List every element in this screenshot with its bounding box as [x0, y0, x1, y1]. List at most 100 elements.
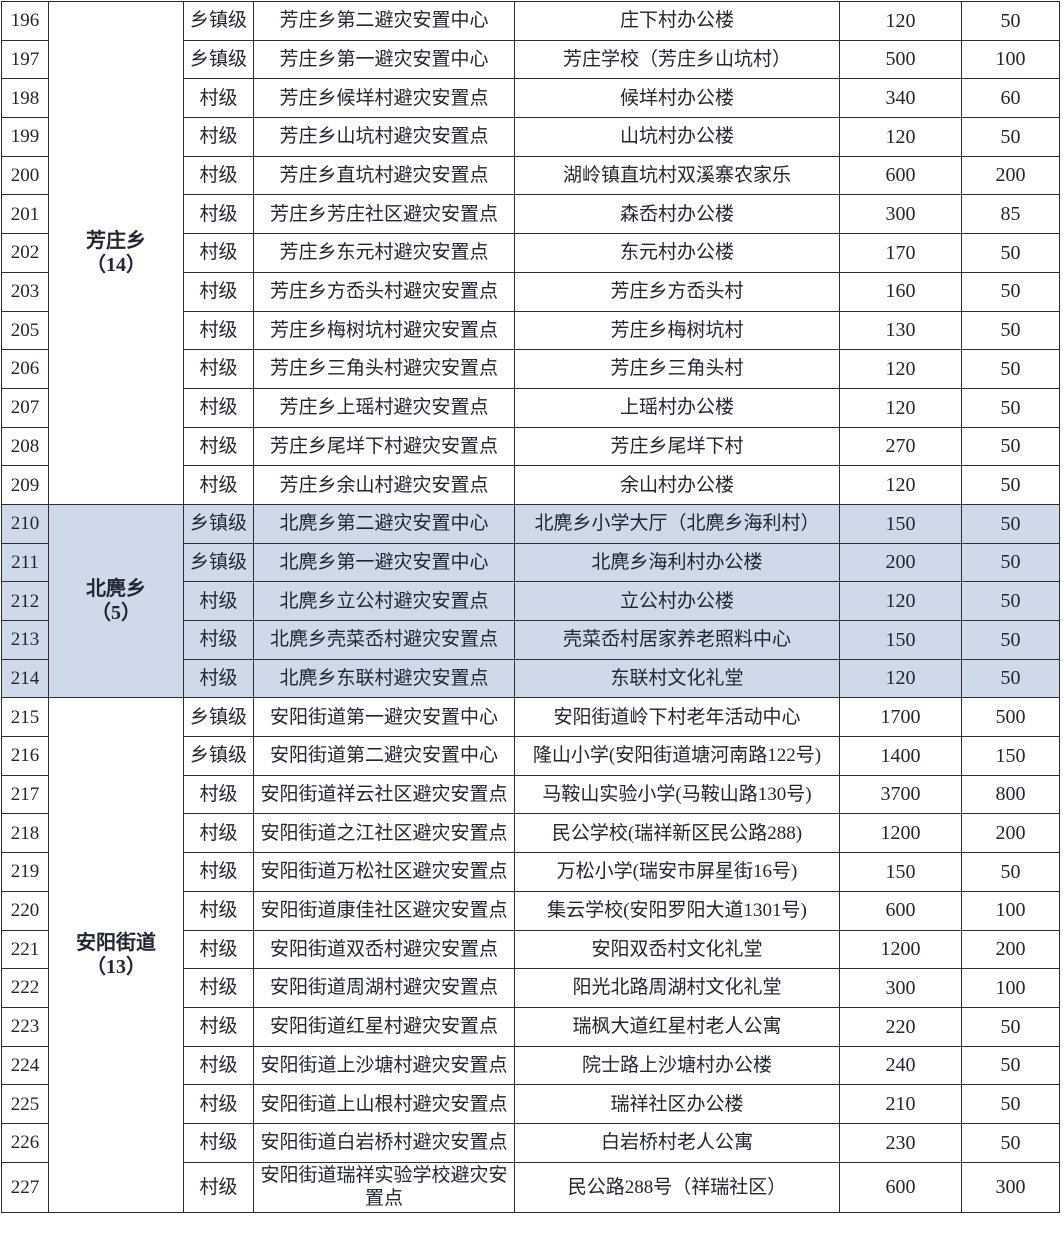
row-number-cell: 211	[1, 542, 49, 583]
row-number-cell: 209	[1, 465, 49, 505]
capacity-people-cell: 50	[961, 426, 1060, 467]
shelter-location-cell: 民公路288号（祥瑞社区）	[514, 1161, 840, 1213]
shelter-location-cell: 北麂乡海利村办公楼	[514, 542, 840, 583]
shelter-level-cell: 村级	[183, 233, 254, 273]
row-number-cell: 216	[1, 736, 49, 776]
shelter-location-cell: 山坑村办公楼	[514, 117, 840, 157]
shelter-location-cell: 安阳双岙村文化礼堂	[514, 929, 840, 970]
capacity-area-cell: 150	[839, 620, 962, 660]
capacity-area-cell: 1400	[839, 736, 962, 776]
shelter-name-cell: 北麂乡第一避灾安置中心	[253, 542, 515, 583]
district-count: （5）	[91, 602, 141, 625]
capacity-people-cell: 200	[961, 155, 1060, 196]
district-group-cell: 安阳街道 （13）	[48, 697, 184, 1213]
table-row: 214 村级 北麂乡东联村避灾安置点 东联村文化礼堂 120 50	[1, 658, 1060, 699]
capacity-area-cell: 120	[839, 117, 962, 157]
shelter-table-body: 196 芳庄乡 （14） 乡镇级 芳庄乡第二避灾安置中心 庄下村办公楼 120 50 197 乡镇…	[1, 1, 1060, 1213]
capacity-area-cell: 600	[839, 155, 962, 196]
row-number-cell: 220	[1, 890, 49, 931]
shelter-name-cell: 安阳街道双岙村避灾安置点	[253, 929, 515, 970]
district-group-cell: 芳庄乡 （14）	[48, 1, 184, 505]
shelter-name-cell: 北麂乡立公村避灾安置点	[253, 581, 515, 621]
capacity-people-cell: 50	[961, 1045, 1060, 1086]
shelter-level-cell: 村级	[183, 1045, 254, 1086]
capacity-area-cell: 1700	[839, 697, 962, 738]
table-row: 209 村级 芳庄乡余山村避灾安置点 余山村办公楼 120 50	[1, 465, 1060, 505]
table-row: 218 村级 安阳街道之江社区避灾安置点 民公学校(瑞祥新区民公路288) 1200 20…	[1, 813, 1060, 854]
shelter-level-cell: 村级	[183, 852, 254, 892]
capacity-area-cell: 220	[839, 1006, 962, 1047]
shelter-level-cell: 村级	[183, 271, 254, 312]
table-row: 201 村级 芳庄乡芳庄社区避灾安置点 森岙村办公楼 300 85	[1, 194, 1060, 235]
row-number-cell: 217	[1, 774, 49, 815]
table-row: 210 北麂乡 （5） 乡镇级 北麂乡第二避灾安置中心 北麂乡小学大厅（北麂乡海利村） 15…	[1, 503, 1060, 699]
row-number-cell: 197	[1, 39, 49, 80]
row-number-cell: 212	[1, 581, 49, 621]
shelter-name-cell: 芳庄乡梅树坑村避灾安置点	[253, 310, 515, 351]
shelter-name-cell: 安阳街道上沙塘村避灾安置点	[253, 1045, 515, 1086]
table-row: 227 村级 安阳街道瑞祥实验学校避灾安置点 民公路288号（祥瑞社区） 600 300	[1, 1161, 1060, 1213]
shelter-name-cell: 芳庄乡余山村避灾安置点	[253, 465, 515, 505]
table-row: 224 村级 安阳街道上沙塘村避灾安置点 院士路上沙塘村办公楼 240 50	[1, 1045, 1060, 1086]
shelter-name-cell: 安阳街道瑞祥实验学校避灾安置点	[253, 1161, 515, 1213]
table-row: 206 村级 芳庄乡三角头村避灾安置点 芳庄乡三角头村 120 50	[1, 349, 1060, 389]
row-number-cell: 215	[1, 697, 49, 738]
shelter-level-cell: 村级	[183, 155, 254, 196]
shelter-location-cell: 芳庄学校（芳庄乡山坑村）	[514, 39, 840, 80]
shelter-location-cell: 东元村办公楼	[514, 233, 840, 273]
capacity-people-cell: 200	[961, 813, 1060, 854]
table-row: 196 芳庄乡 （14） 乡镇级 芳庄乡第二避灾安置中心 庄下村办公楼 120 50	[1, 1, 1060, 505]
shelter-name-cell: 芳庄乡第一避灾安置中心	[253, 39, 515, 80]
shelter-location-cell: 民公学校(瑞祥新区民公路288)	[514, 813, 840, 854]
shelter-location-cell: 芳庄乡三角头村	[514, 349, 840, 389]
shelter-location-cell: 瑞祥社区办公楼	[514, 1084, 840, 1124]
shelter-name-cell: 北麂乡壳菜岙村避灾安置点	[253, 620, 515, 660]
capacity-area-cell: 3700	[839, 774, 962, 815]
shelter-location-cell: 万松小学(瑞安市屏星街16号)	[514, 852, 840, 892]
shelter-location-cell: 上瑶村办公楼	[514, 387, 840, 428]
capacity-area-cell: 130	[839, 310, 962, 351]
table-row: 208 村级 芳庄乡尾垟下村避灾安置点 芳庄乡尾垟下村 270 50	[1, 426, 1060, 467]
capacity-area-cell: 170	[839, 233, 962, 273]
capacity-people-cell: 150	[961, 736, 1060, 776]
shelter-location-cell: 余山村办公楼	[514, 465, 840, 505]
table-row: 211 乡镇级 北麂乡第一避灾安置中心 北麂乡海利村办公楼 200 50	[1, 542, 1060, 583]
shelter-name-cell: 安阳街道第一避灾安置中心	[253, 697, 515, 738]
row-number-cell: 203	[1, 271, 49, 312]
capacity-area-cell: 270	[839, 426, 962, 467]
row-number-cell: 226	[1, 1122, 49, 1163]
table-row: 203 村级 芳庄乡方岙头村避灾安置点 芳庄乡方岙头村 160 50	[1, 271, 1060, 312]
shelter-location-cell: 白岩桥村老人公寓	[514, 1122, 840, 1163]
shelter-location-cell: 立公村办公楼	[514, 581, 840, 621]
table-row: 225 村级 安阳街道上山根村避灾安置点 瑞祥社区办公楼 210 50	[1, 1084, 1060, 1124]
table-row: 215 安阳街道 （13） 乡镇级 安阳街道第一避灾安置中心 安阳街道岭下村老年活动中心 1…	[1, 697, 1060, 1213]
capacity-people-cell: 50	[961, 1006, 1060, 1047]
capacity-people-cell: 50	[961, 1122, 1060, 1163]
capacity-area-cell: 600	[839, 890, 962, 931]
table-row: 213 村级 北麂乡壳菜岙村避灾安置点 壳菜岙村居家养老照料中心 150 50	[1, 620, 1060, 660]
table-row: 202 村级 芳庄乡东元村避灾安置点 东元村办公楼 170 50	[1, 233, 1060, 273]
shelter-location-cell: 瑞枫大道红星村老人公寓	[514, 1006, 840, 1047]
shelter-level-cell: 村级	[183, 349, 254, 389]
capacity-people-cell: 50	[961, 271, 1060, 312]
capacity-area-cell: 1200	[839, 929, 962, 970]
capacity-area-cell: 120	[839, 349, 962, 389]
shelter-location-cell: 芳庄乡梅树坑村	[514, 310, 840, 351]
shelter-level-cell: 村级	[183, 194, 254, 235]
row-number-cell: 213	[1, 620, 49, 660]
shelter-name-cell: 安阳街道康佳社区避灾安置点	[253, 890, 515, 931]
capacity-people-cell: 100	[961, 890, 1060, 931]
shelter-location-cell: 马鞍山实验小学(马鞍山路130号)	[514, 774, 840, 815]
row-number-cell: 221	[1, 929, 49, 970]
shelter-level-cell: 乡镇级	[183, 697, 254, 738]
row-number-cell: 210	[1, 503, 49, 544]
shelter-location-cell: 湖岭镇直坑村双溪寨农家乐	[514, 155, 840, 196]
row-number-cell: 202	[1, 233, 49, 273]
row-number-cell: 201	[1, 194, 49, 235]
table-row: 220 村级 安阳街道康佳社区避灾安置点 集云学校(安阳罗阳大道1301号) 600 10…	[1, 890, 1060, 931]
capacity-people-cell: 60	[961, 78, 1060, 119]
row-number-cell: 200	[1, 155, 49, 196]
shelter-name-cell: 芳庄乡山坑村避灾安置点	[253, 117, 515, 157]
capacity-people-cell: 800	[961, 774, 1060, 815]
capacity-people-cell: 50	[961, 349, 1060, 389]
